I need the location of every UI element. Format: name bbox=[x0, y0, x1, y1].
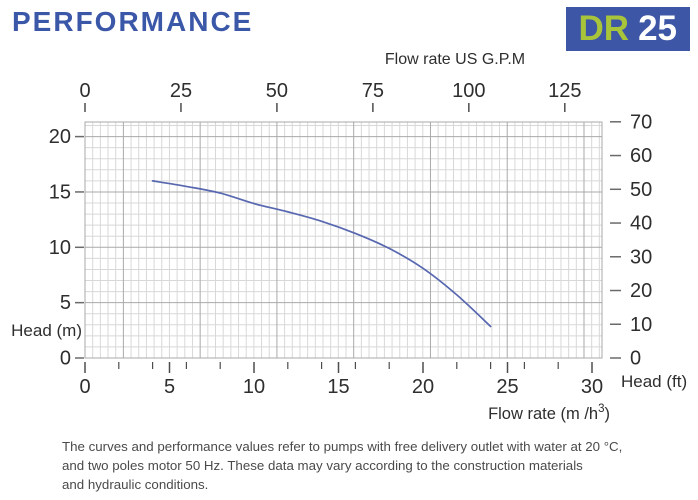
svg-text:10: 10 bbox=[49, 237, 71, 259]
svg-text:70: 70 bbox=[630, 111, 652, 133]
footer-note: The curves and performance values refer … bbox=[62, 437, 658, 494]
svg-text:10: 10 bbox=[243, 376, 265, 398]
svg-text:5: 5 bbox=[164, 376, 175, 398]
grid-minor-lines bbox=[85, 122, 602, 358]
svg-text:15: 15 bbox=[327, 376, 349, 398]
svg-text:10: 10 bbox=[630, 314, 652, 336]
svg-text:Head (m): Head (m) bbox=[11, 321, 82, 340]
svg-text:20: 20 bbox=[412, 376, 434, 398]
page-title: PERFORMANCE bbox=[12, 6, 254, 37]
grid-major-lines bbox=[85, 122, 602, 358]
model-badge: DR 25 bbox=[565, 7, 690, 51]
svg-text:0: 0 bbox=[79, 80, 90, 102]
footer-line-2: and two poles motor 50 Hz. These data ma… bbox=[62, 458, 583, 474]
model-series-label: DR bbox=[578, 9, 630, 48]
model-number-label: 25 bbox=[638, 9, 677, 48]
svg-text:0: 0 bbox=[60, 348, 71, 370]
svg-text:20: 20 bbox=[49, 126, 71, 148]
svg-text:100: 100 bbox=[452, 80, 485, 102]
svg-text:75: 75 bbox=[362, 80, 384, 102]
footer-line-3: and hydraulic conditions. bbox=[62, 477, 209, 493]
x-axis-bottom: 0 5 10 15 20 25 30 Flow rate (m /h3) bbox=[79, 362, 610, 423]
svg-text:25: 25 bbox=[496, 376, 518, 398]
svg-text:0: 0 bbox=[630, 348, 641, 370]
y-axis-right: 0 10 20 30 40 50 60 70 Head (ft) bbox=[610, 111, 687, 391]
svg-text:20: 20 bbox=[630, 280, 652, 302]
svg-text:30: 30 bbox=[581, 376, 603, 398]
plot-border bbox=[84, 121, 603, 359]
svg-text:30: 30 bbox=[630, 246, 652, 268]
svg-text:0: 0 bbox=[79, 376, 90, 398]
svg-text:60: 60 bbox=[630, 145, 652, 167]
x-axis-top: Flow rate US G.P.M 0 25 50 75 100 125 bbox=[79, 51, 581, 112]
svg-text:50: 50 bbox=[630, 179, 652, 201]
svg-text:Head (ft): Head (ft) bbox=[621, 372, 687, 391]
svg-text:5: 5 bbox=[60, 292, 71, 314]
svg-text:Flow rate US G.P.M: Flow rate US G.P.M bbox=[385, 51, 525, 68]
svg-text:40: 40 bbox=[630, 213, 652, 235]
svg-text:25: 25 bbox=[170, 80, 192, 102]
svg-text:50: 50 bbox=[266, 80, 288, 102]
footer-line-1: The curves and performance values refer … bbox=[62, 439, 623, 454]
svg-text:125: 125 bbox=[548, 80, 581, 102]
head-curve bbox=[151, 180, 492, 328]
y-axis-left: 0 5 10 15 20 Head (m) bbox=[11, 126, 84, 370]
x-axis-bottom-title: Flow rate (m /h3) bbox=[488, 403, 610, 423]
svg-text:15: 15 bbox=[49, 181, 71, 203]
